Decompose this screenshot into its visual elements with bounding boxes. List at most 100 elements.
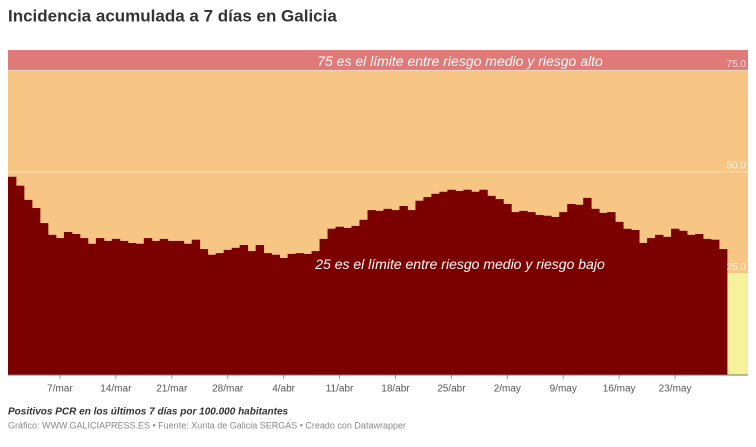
area-step [447,189,456,375]
annotation: 75 es el límite entre riesgo medio y rie… [317,53,603,69]
area-step [487,195,496,375]
area-step [47,234,57,375]
area-step [127,242,137,375]
area-step [215,253,225,375]
area-step [687,234,696,375]
area-step [8,176,17,375]
x-tick-label: 21/mar [156,384,188,395]
area-step [119,240,129,375]
x-tick-label: 23/may [659,384,692,395]
area-step [71,234,81,375]
source: Gráfico: WWW.GALICIAPRESS.ES • Fuente: X… [8,420,406,430]
area-step [383,208,392,375]
area-step [583,197,592,375]
area-step [295,253,304,375]
area-step [527,212,536,375]
area-step [327,228,336,375]
x-tick-label: 9/may [550,384,577,395]
subtitle: Positivos PCR en los últimos 7 días por … [8,407,289,418]
area-step [543,215,552,375]
area-step [463,189,472,375]
area-step [15,185,25,375]
area-step [615,221,624,375]
area-step [407,210,416,375]
area-step [551,216,560,375]
area-step [63,232,73,375]
area-step [639,242,648,375]
x-tick-label: 11/abr [326,384,354,395]
chart-title: Incidencia acumulada a 7 días en Galicia [8,6,337,25]
area-step [191,239,201,375]
area-step [319,238,328,375]
area-step [567,203,576,375]
area-step [23,199,33,375]
area-step [31,208,41,375]
area-step [207,254,217,375]
y-tick-label: 25.0 [727,262,747,273]
area-step [223,249,233,375]
area-step [303,253,312,375]
area-step [607,212,616,375]
x-tick-label: 14/mar [100,384,132,395]
area-step [599,212,608,375]
area-step [719,249,728,375]
area-step [343,227,352,375]
area-step [79,238,89,375]
y-tick-label: 75.0 [727,59,747,70]
area-step [695,234,704,375]
x-tick-label: 4/abr [272,384,295,395]
area-step [279,258,289,375]
area-step [479,189,488,375]
area-step [511,212,520,375]
area-step [391,210,400,375]
area-step [287,253,296,375]
y-tick-label: 50.0 [727,161,747,172]
area-step [247,251,257,375]
area-step [679,230,688,375]
area-step [255,245,265,375]
area-step [415,200,424,375]
area-step [655,234,664,375]
area-step [143,238,153,375]
area-step [495,199,504,375]
area-step [431,193,440,375]
x-tick-label: 7/mar [47,384,73,395]
area-step [703,238,712,375]
area-step [183,243,193,375]
area-step [351,225,360,375]
x-tick-label: 28/mar [212,384,244,395]
area-step [399,206,408,375]
area-step [535,214,544,375]
area-step [367,210,376,375]
area-step [199,249,209,375]
area-step [135,243,145,375]
area-step [631,229,640,375]
area-step [159,238,169,375]
area-step [647,238,656,375]
area-step [359,219,368,375]
area-step [575,204,584,375]
risk-band [8,50,748,71]
area-step [95,238,105,375]
area-step [231,247,241,375]
annotation: 25 es el límite entre riesgo medio y rie… [314,256,605,272]
area-step [39,223,49,375]
area-step [111,238,121,375]
area-step [263,253,273,375]
x-tick-label: 2/may [494,384,521,395]
area-step [671,228,680,375]
area-step [439,191,448,375]
area-step [519,210,528,375]
area-step [87,243,97,375]
area-step [239,245,249,375]
area-step [711,239,720,375]
area-step [591,208,600,375]
area-step [151,240,161,375]
area-step [175,240,185,375]
area-step [663,236,672,375]
x-tick-label: 18/abr [381,384,410,395]
area-step [271,254,281,375]
area-step [471,191,480,375]
area-step [311,251,320,375]
